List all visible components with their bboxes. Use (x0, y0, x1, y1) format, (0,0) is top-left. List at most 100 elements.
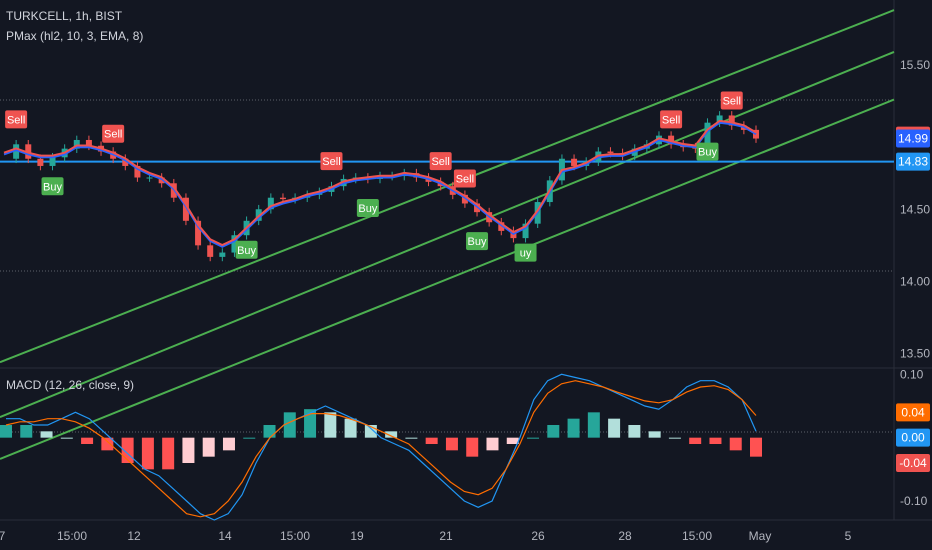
signal-label: Buy (698, 147, 717, 159)
macd-bar (141, 437, 154, 470)
buy-signal: Buy (235, 240, 258, 259)
macd-bar (385, 431, 398, 438)
candle-body (461, 194, 468, 204)
macd-bar (506, 437, 519, 444)
buy-signal: Buy (41, 177, 64, 196)
buy-signal: uy (514, 243, 537, 262)
macd-tick: -0.10 (900, 494, 928, 508)
signal-label: Sell (431, 156, 449, 168)
time-tick: 15:00 (57, 529, 87, 543)
signal-markers: Sell Buy Sell Buy Sell Buy Sell Sell Buy uy Sell Bu… (5, 91, 743, 262)
candle-body (85, 139, 92, 146)
macd-bar (729, 437, 742, 451)
macd-bar (81, 437, 94, 444)
indicator-legend: PMax (hl2, 10, 3, EMA, 8) (6, 29, 143, 43)
candle-body (182, 197, 189, 221)
macd-bar (486, 437, 499, 451)
time-tick: 28 (618, 529, 632, 543)
macd-axis: 0.10 0.04 0.00 -0.04 -0.10 (896, 367, 930, 508)
signal-badge (235, 240, 258, 259)
macd-bar (445, 437, 458, 451)
time-tick: 26 (531, 529, 545, 543)
candle-body (704, 122, 711, 149)
time-tick: 21 (439, 529, 453, 543)
macd-bar (709, 437, 722, 444)
macd-bar (405, 437, 418, 439)
macd-bar (202, 437, 215, 457)
sell-signal: Sell (660, 110, 683, 129)
macd-bar (243, 437, 256, 439)
macd-bar (263, 425, 276, 438)
time-tick: May (749, 529, 772, 543)
price-badge (896, 152, 930, 171)
macd-bar (689, 437, 702, 444)
candle-body (122, 158, 129, 166)
candle-body (571, 158, 578, 166)
macd-bar (425, 437, 438, 444)
signal-badge (466, 232, 489, 251)
signal-badge (5, 110, 28, 129)
macd-badge (896, 454, 930, 472)
macd-bar (304, 409, 317, 438)
macd-bar (628, 425, 641, 438)
candle-body (13, 144, 20, 159)
candle-body (49, 157, 56, 166)
candle-body (146, 177, 153, 179)
channel-line-3 (0, 98, 895, 460)
candle-body (207, 245, 214, 257)
symbol-title: TURKCELL, 1h, BIST (6, 9, 123, 23)
time-tick: 19 (350, 529, 364, 543)
candle-body (279, 197, 286, 200)
signal-badge (320, 152, 343, 171)
macd-bar (222, 437, 235, 451)
price-tick: 13.50 (900, 347, 930, 361)
signal-label: Buy (468, 236, 487, 248)
time-tick: 14 (218, 529, 232, 543)
candle-body (728, 115, 735, 126)
signal-label: Buy (237, 245, 256, 257)
signal-label: Sell (456, 173, 474, 185)
signal-badge (660, 110, 683, 129)
candle-body (73, 139, 80, 149)
sell-signal: Sell (320, 152, 343, 171)
signal-badge (514, 243, 537, 262)
macd-bar (182, 437, 195, 463)
macd-legend: MACD (12, 26, close, 9) (6, 378, 134, 392)
ema-line (3, 121, 757, 248)
candle-body (668, 135, 675, 145)
channel-line-2 (0, 51, 895, 418)
candle-body (37, 158, 44, 166)
candle-body (607, 151, 614, 153)
macd-badge-label: -0.04 (899, 456, 927, 470)
signal-label: Buy (358, 203, 377, 215)
sell-signal: Sell (102, 124, 125, 143)
macd-bar (162, 437, 175, 470)
macd-series (5, 373, 757, 521)
macd-bar (527, 437, 540, 439)
sell-signal: Sell (5, 110, 28, 129)
price-badge-label: 14.99 (898, 132, 928, 146)
buy-signal: Buy (466, 232, 489, 251)
macd-bar (101, 437, 114, 451)
macd-bar (344, 418, 357, 438)
signal-label: Sell (662, 114, 680, 126)
macd-bar (567, 418, 580, 438)
macd-bar (750, 437, 762, 457)
macd-bar (40, 431, 53, 438)
price-tick: 14.50 (900, 202, 930, 216)
price-badge-label: 14.83 (898, 155, 928, 169)
time-tick: 5 (845, 529, 852, 543)
macd-bar (0, 425, 12, 438)
candle-body (716, 115, 723, 123)
candle-body (753, 129, 759, 139)
macd-bar (283, 412, 296, 438)
signal-badge (696, 142, 719, 161)
time-tick: 15:00 (280, 529, 310, 543)
signal-badge (429, 152, 452, 171)
candle-body (25, 144, 32, 159)
macd-badge (896, 428, 930, 447)
price-tick: 14.00 (900, 274, 930, 288)
macd-bar (20, 425, 33, 438)
